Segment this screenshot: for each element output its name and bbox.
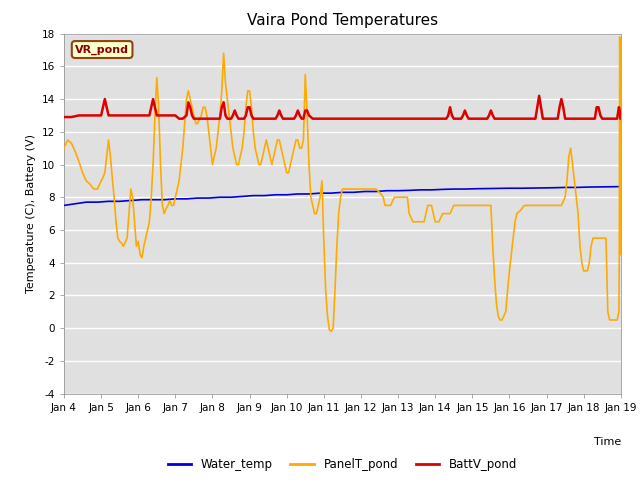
Legend: Water_temp, PanelT_pond, BattV_pond: Water_temp, PanelT_pond, BattV_pond xyxy=(163,454,522,476)
Text: Time: Time xyxy=(593,437,621,447)
Text: VR_pond: VR_pond xyxy=(75,44,129,55)
Title: Vaira Pond Temperatures: Vaira Pond Temperatures xyxy=(247,13,438,28)
Y-axis label: Temperature (C), Battery (V): Temperature (C), Battery (V) xyxy=(26,134,36,293)
